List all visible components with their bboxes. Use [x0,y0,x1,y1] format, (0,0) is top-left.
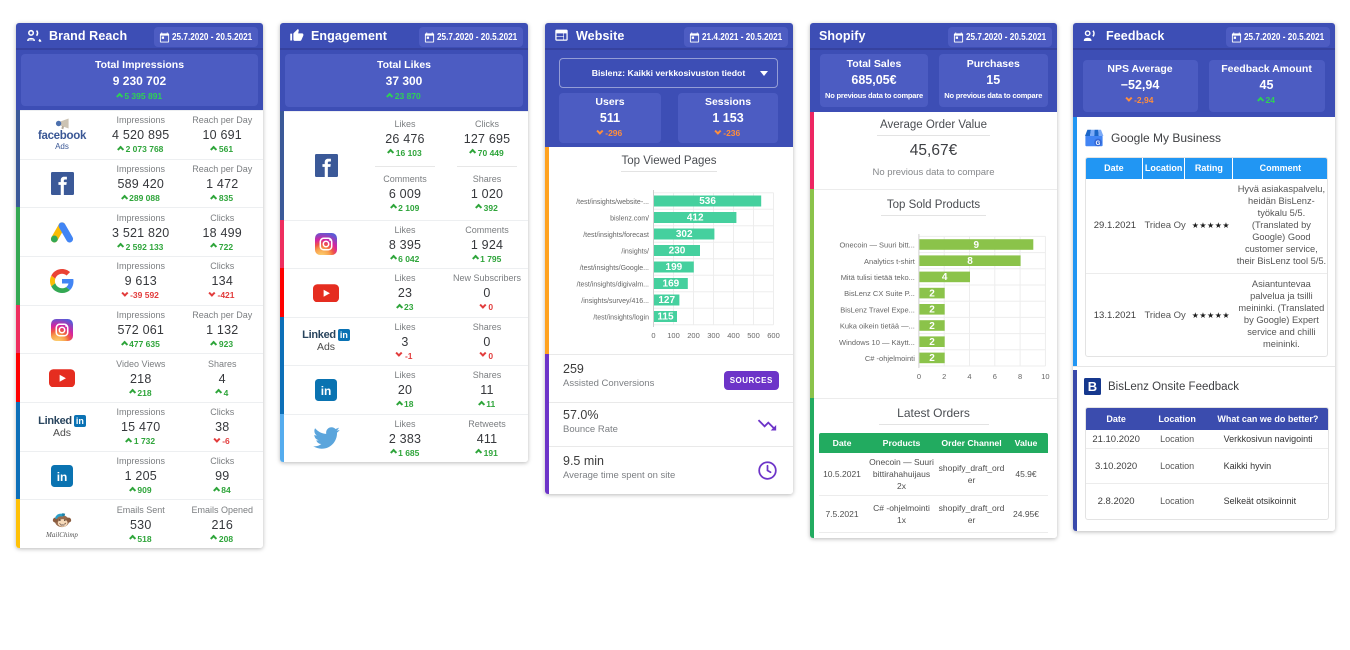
svg-text:8: 8 [967,256,973,267]
svg-text:600: 600 [767,331,780,340]
svg-text:0: 0 [651,331,655,340]
svg-text:200: 200 [687,331,700,340]
svg-text:500: 500 [747,331,760,340]
svg-text:2: 2 [929,337,935,348]
svg-text:536: 536 [699,196,716,207]
svg-text:2: 2 [929,353,935,364]
svg-text:100: 100 [667,331,680,340]
svg-text:302: 302 [676,229,693,240]
svg-text:Analytics t-shirt: Analytics t-shirt [864,257,916,266]
svg-text:in: in [321,384,332,398]
svg-text:BisLenz CX Suite P...: BisLenz CX Suite P... [844,289,915,298]
svg-text:Onecoin — Suuri bitt...: Onecoin — Suuri bitt... [839,241,914,250]
svg-text:/test/insights/digivalm...: /test/insights/digivalm... [577,282,649,289]
svg-text:2: 2 [929,288,935,299]
svg-text:2: 2 [929,321,935,332]
svg-text:199: 199 [666,262,683,273]
svg-text:412: 412 [687,213,704,224]
svg-text:/test/insights/Google...: /test/insights/Google... [580,265,649,272]
svg-text:10: 10 [1041,372,1049,381]
svg-text:127: 127 [658,295,675,306]
svg-text:Mitä tulisi tietää teko...: Mitä tulisi tietää teko... [841,273,915,282]
svg-text:G: G [1096,141,1101,147]
svg-text:/insights/survey/416...: /insights/survey/416... [581,298,649,305]
svg-text:4: 4 [967,372,971,381]
svg-text:bislenz.com/: bislenz.com/ [610,216,649,223]
svg-text:C# -ohjelmointi: C# -ohjelmointi [865,354,915,363]
svg-text:2: 2 [942,372,946,381]
svg-text:/test/insights/login: /test/insights/login [593,315,649,322]
svg-text:in: in [57,470,68,484]
svg-text:/test/insights/forecast: /test/insights/forecast [583,232,649,239]
svg-text:300: 300 [707,331,720,340]
svg-text:230: 230 [669,246,686,257]
svg-text:/test/insights/website-...: /test/insights/website-... [576,199,649,206]
svg-text:400: 400 [727,331,740,340]
svg-text:BisLenz Travel Expe...: BisLenz Travel Expe... [840,305,915,314]
svg-text:2: 2 [929,305,935,316]
svg-text:Kuka oikein tietää —...: Kuka oikein tietää —... [840,322,915,331]
svg-text:Windows 10 — Käytt...: Windows 10 — Käytt... [839,338,915,347]
svg-text:B: B [1088,379,1097,394]
svg-text:8: 8 [1018,372,1022,381]
svg-text:9: 9 [974,240,980,251]
svg-text:6: 6 [993,372,997,381]
svg-text:4: 4 [942,272,948,283]
svg-text:0: 0 [917,372,921,381]
svg-text:/insights/: /insights/ [621,249,649,256]
svg-text:115: 115 [657,312,674,323]
svg-text:169: 169 [663,279,680,290]
